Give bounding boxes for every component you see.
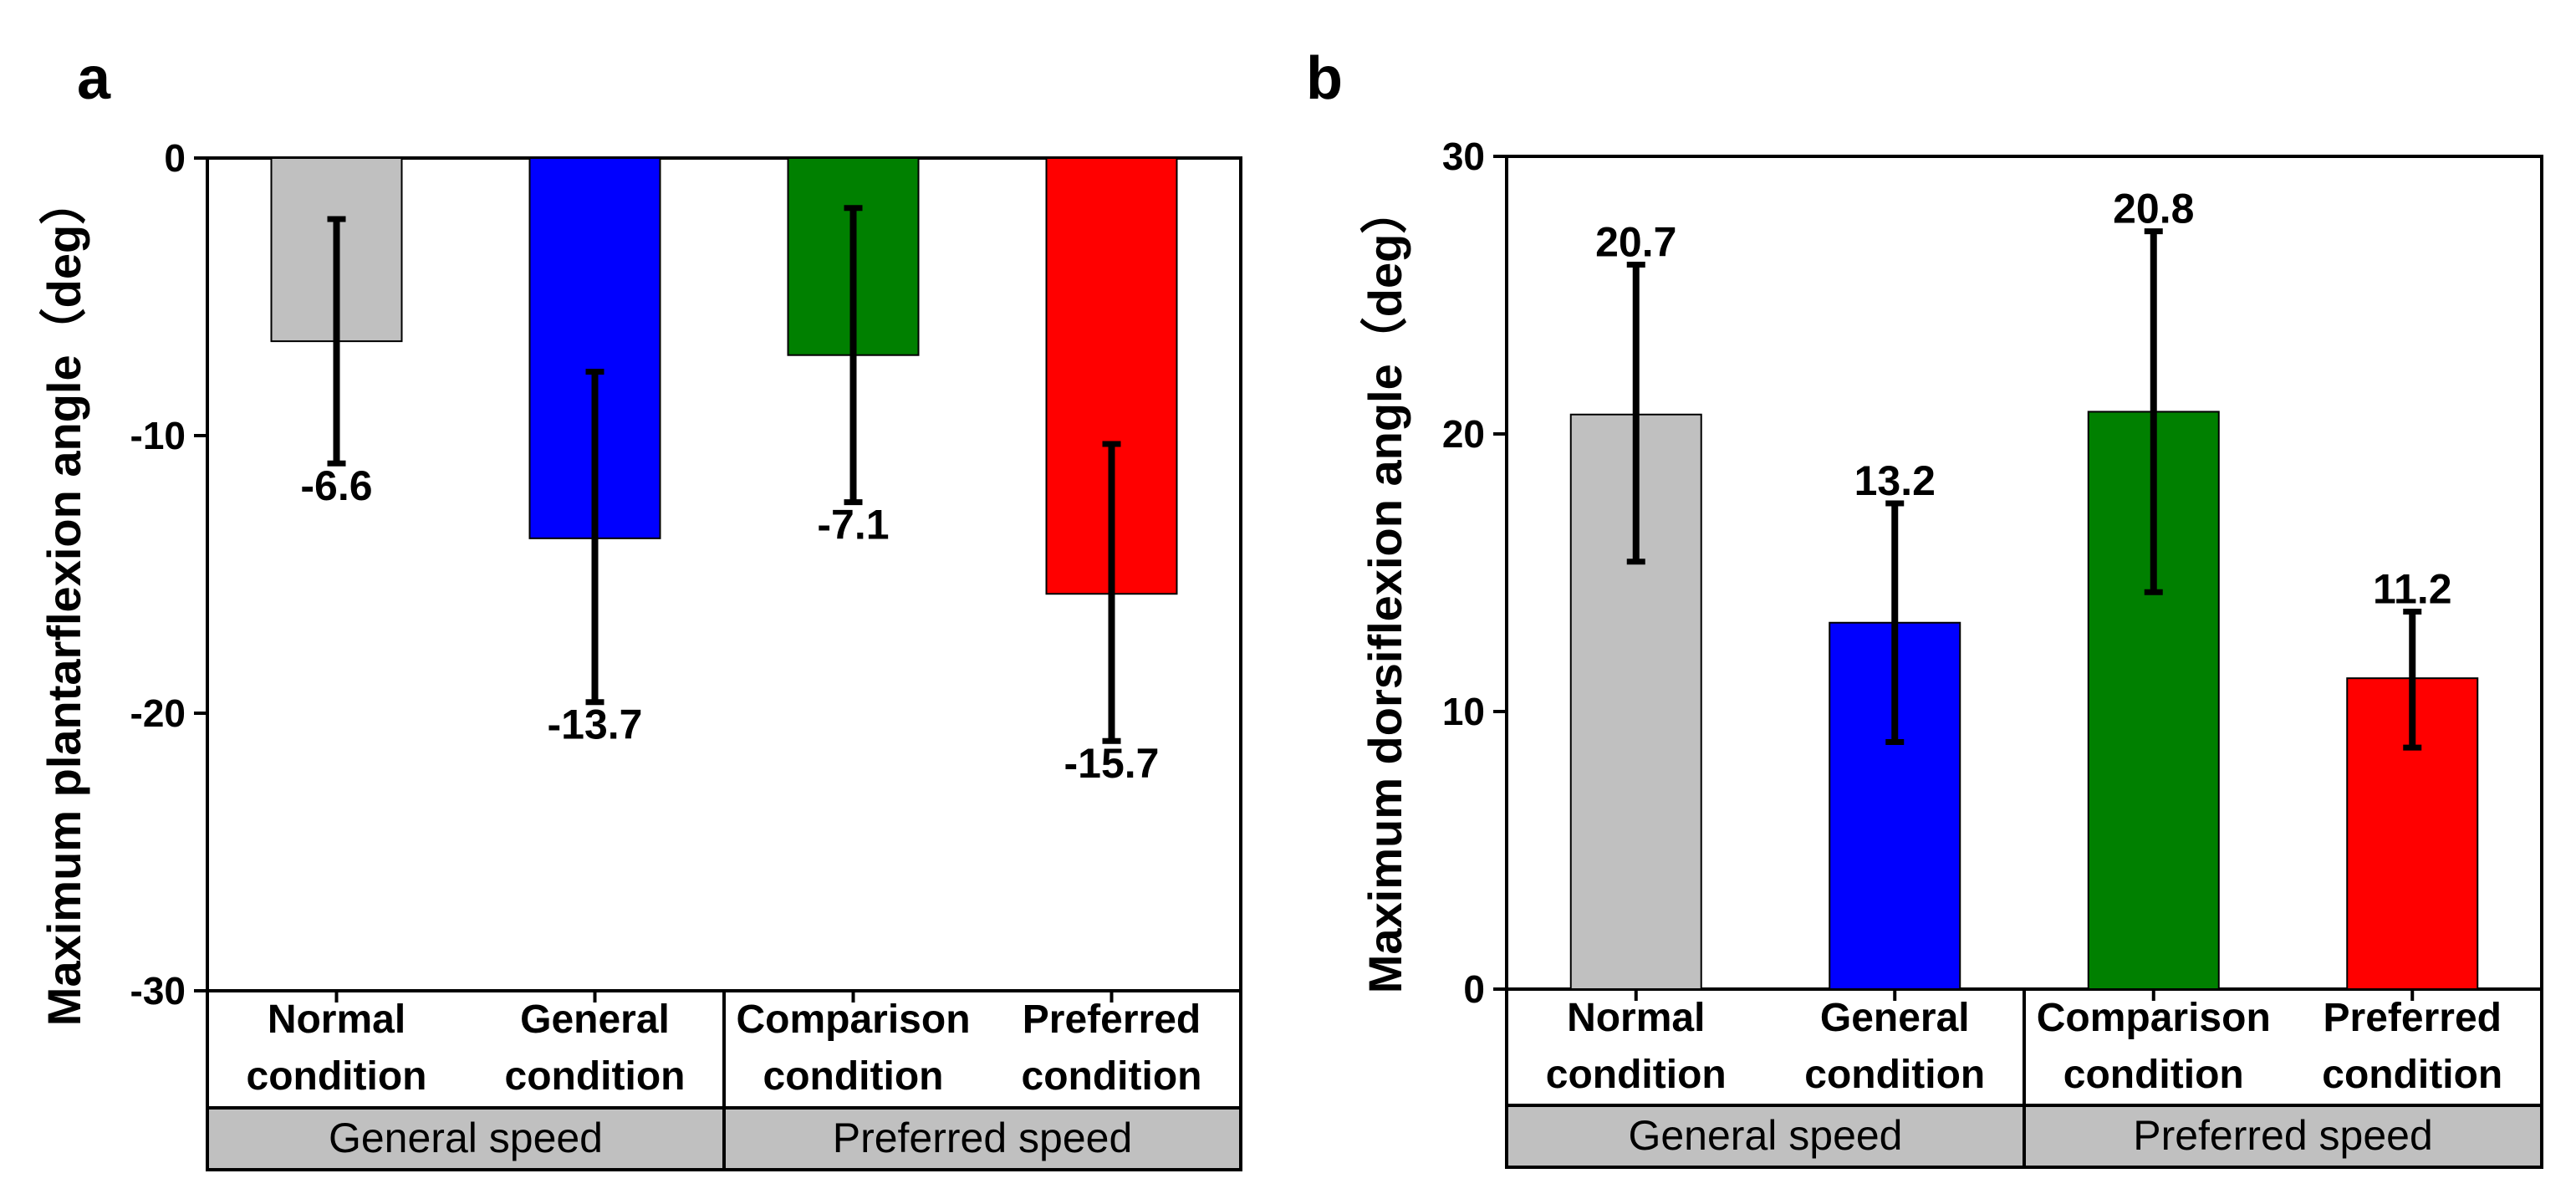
data-label: 20.8 [2113, 186, 2194, 232]
data-label: -6.6 [300, 462, 372, 509]
data-label: -15.7 [1064, 740, 1160, 787]
category-label: General [1820, 996, 1970, 1040]
category-label: Comparison [736, 997, 970, 1042]
data-label: 13.2 [1854, 457, 1936, 504]
group-label: Preferred speed [2133, 1112, 2433, 1159]
error-bar [1626, 261, 1645, 565]
category-label: Comparison [2037, 996, 2271, 1040]
chart-panel-b: 0 10 20 30 20.7 13.2 20.8 11.2 Normal condition Ge… [1442, 135, 2543, 1169]
error-bar [2144, 228, 2163, 595]
error-bar [1102, 441, 1121, 744]
y-axis-title-a: Maximum plantarflexion angle（deg） [38, 178, 90, 1026]
data-label: -7.1 [817, 502, 889, 548]
category-label: condition [1022, 1054, 1202, 1099]
group-label: Preferred speed [833, 1115, 1133, 1161]
y-tick-label: 30 [1442, 135, 1485, 178]
y-tick-label: -20 [130, 691, 186, 735]
category-label: Preferred [2324, 996, 2502, 1040]
y-tick-label: -30 [130, 969, 186, 1013]
category-label: Normal [268, 997, 406, 1042]
y-tick-label: 10 [1442, 690, 1485, 733]
error-bar [2403, 608, 2422, 751]
y-tick-label: 0 [1463, 967, 1485, 1011]
error-bar [844, 205, 863, 506]
category-label: condition [505, 1054, 686, 1099]
category-label: condition [2063, 1053, 2244, 1097]
category-label: condition [1804, 1053, 1985, 1097]
group-label: General speed [329, 1115, 603, 1161]
chart-panel-a: 0 -10 -20 -30 -6.6 -13.7 -7.1 -15.7 Normal condit… [130, 136, 1242, 1171]
category-label: condition [2322, 1053, 2502, 1097]
category-label: condition [1546, 1053, 1727, 1097]
error-bar [327, 216, 346, 467]
data-label: -13.7 [548, 701, 643, 748]
y-axis-title-b: Maximum dorsiflexion angle（deg） [1359, 187, 1411, 994]
category-label: condition [247, 1054, 427, 1099]
category-label: Normal [1567, 996, 1705, 1040]
panel-letter-a: a [77, 45, 111, 112]
group-label: General speed [1628, 1112, 1902, 1159]
y-tick-label: 20 [1442, 412, 1485, 456]
category-label: Preferred [1023, 997, 1201, 1042]
y-tick-label: -10 [130, 414, 186, 457]
category-label: General [520, 997, 670, 1042]
category-label: condition [763, 1054, 944, 1099]
error-bar [585, 369, 604, 706]
panel-letter-b: b [1306, 45, 1343, 112]
data-label: 20.7 [1595, 218, 1676, 265]
y-tick-label: 0 [164, 136, 186, 180]
error-bar [1885, 500, 1905, 746]
data-label: 11.2 [2373, 565, 2452, 612]
